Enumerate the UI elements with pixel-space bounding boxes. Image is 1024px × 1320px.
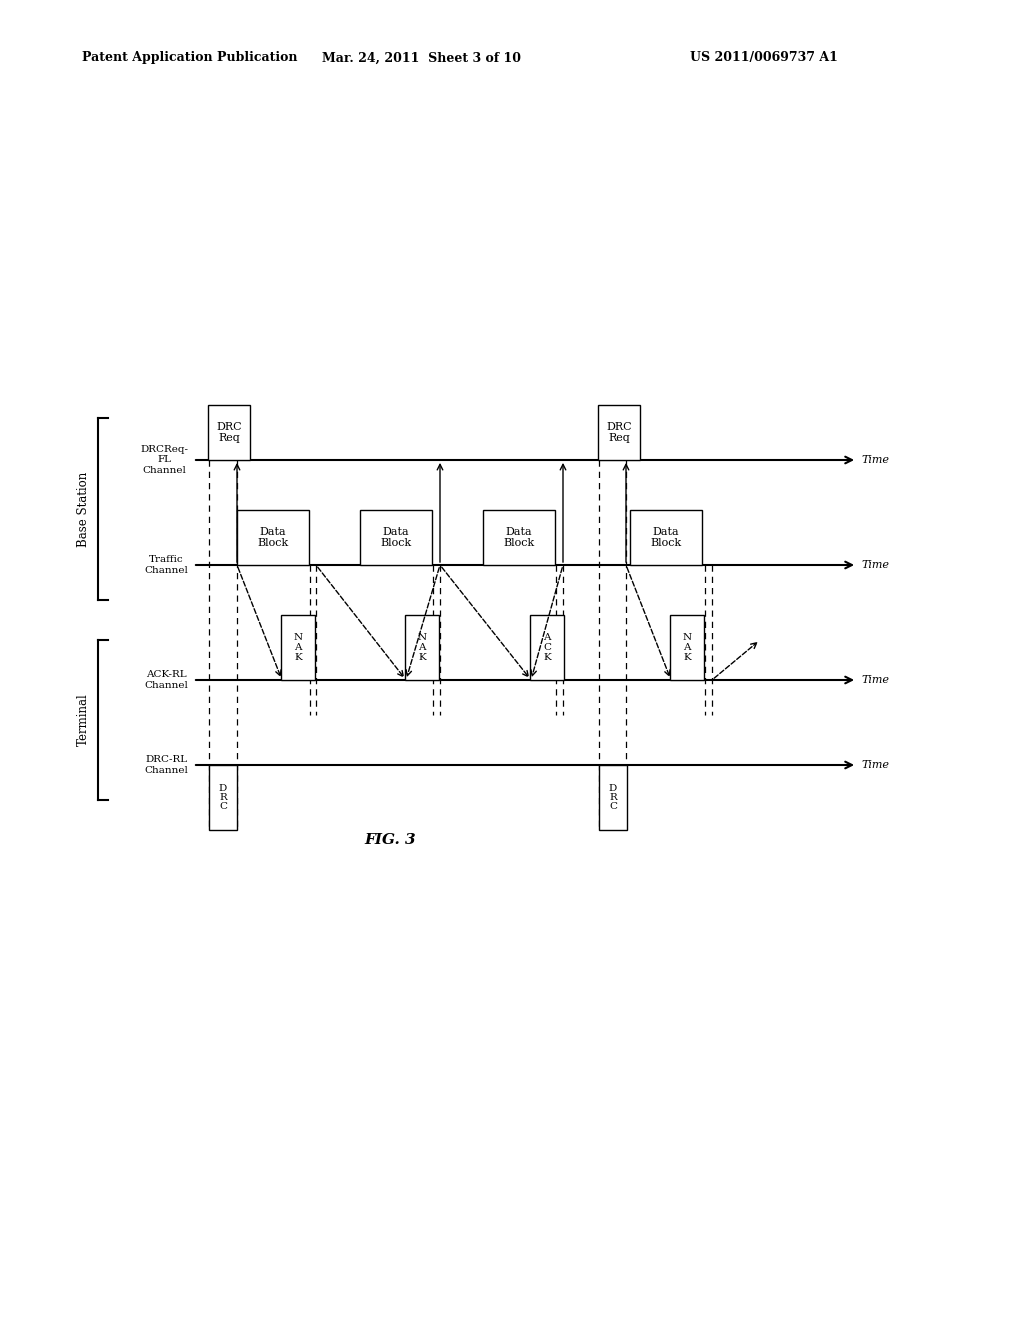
Text: Time: Time (861, 760, 889, 770)
Text: Base Station: Base Station (77, 471, 90, 546)
Bar (208, 405, 250, 459)
Text: Data
Block: Data Block (380, 527, 412, 548)
Text: Data
Block: Data Block (650, 527, 682, 548)
Bar (281, 615, 315, 680)
Text: DRC
Req: DRC Req (606, 422, 632, 444)
Text: DRC
Req: DRC Req (216, 422, 242, 444)
Bar (670, 615, 705, 680)
Bar (483, 510, 555, 565)
Text: Time: Time (861, 560, 889, 570)
Text: N
A
K: N A K (418, 634, 427, 661)
Text: N
A
K: N A K (294, 634, 302, 661)
Text: N
A
K: N A K (682, 634, 691, 661)
Bar (360, 510, 432, 565)
Bar (599, 766, 627, 830)
Text: DRCReq-
FL
Channel: DRCReq- FL Channel (140, 445, 188, 475)
Text: Mar. 24, 2011  Sheet 3 of 10: Mar. 24, 2011 Sheet 3 of 10 (323, 51, 521, 65)
Bar (530, 615, 564, 680)
Bar (406, 615, 439, 680)
Text: ACK-RL
Channel: ACK-RL Channel (144, 671, 188, 689)
Text: Patent Application Publication: Patent Application Publication (82, 51, 298, 65)
Text: Time: Time (861, 675, 889, 685)
Text: D
R
C: D R C (609, 784, 617, 810)
Text: D
R
C: D R C (219, 784, 227, 810)
Bar (598, 405, 640, 459)
Text: Traffic
Channel: Traffic Channel (144, 556, 188, 574)
Text: Terminal: Terminal (77, 693, 90, 746)
Bar (209, 766, 237, 830)
Text: Data
Block: Data Block (504, 527, 535, 548)
Text: Time: Time (861, 455, 889, 465)
Text: A
C
K: A C K (543, 634, 551, 661)
Text: US 2011/0069737 A1: US 2011/0069737 A1 (690, 51, 838, 65)
Bar (630, 510, 702, 565)
Text: Data
Block: Data Block (257, 527, 289, 548)
Text: DRC-RL
Channel: DRC-RL Channel (144, 755, 188, 775)
Bar (237, 510, 309, 565)
Text: FIG. 3: FIG. 3 (365, 833, 416, 847)
